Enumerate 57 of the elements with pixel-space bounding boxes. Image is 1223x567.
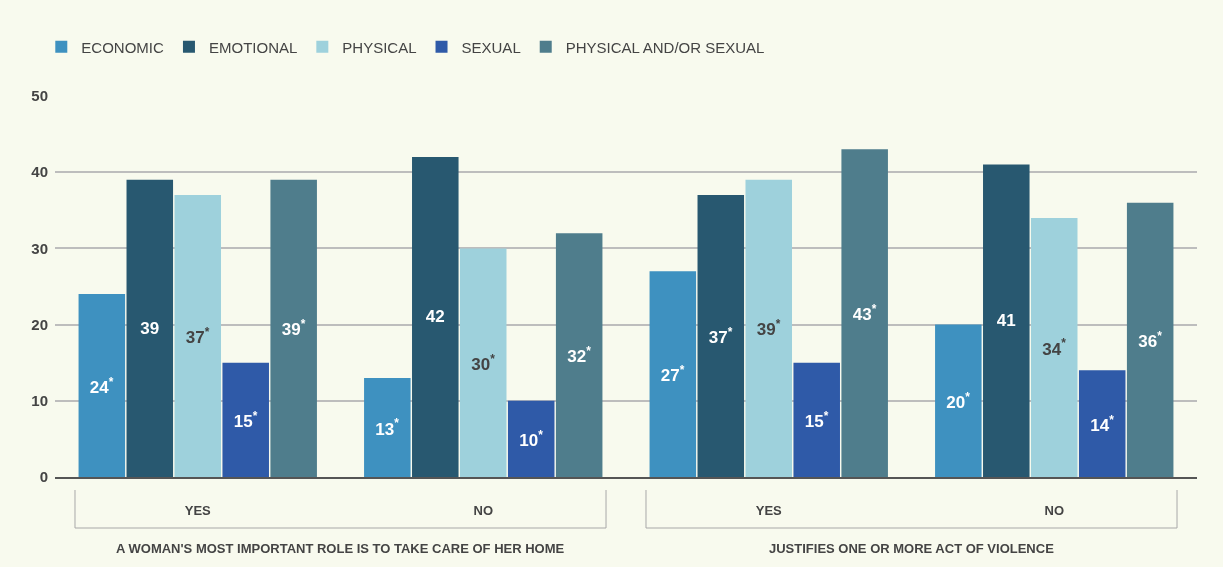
bar [364, 377, 411, 477]
data-label: 36$^{*}$ [1138, 328, 1163, 351]
data-label: 41 [996, 311, 1016, 331]
bar [745, 179, 793, 477]
data-label: 14$^{*}$ [1090, 412, 1115, 435]
legend-label: SEXUAL [461, 38, 521, 56]
bar [1078, 370, 1126, 477]
bar [935, 324, 982, 477]
bar [459, 248, 507, 477]
bar [507, 400, 555, 477]
data-label: 30$^{*}$ [471, 351, 496, 374]
bar [983, 164, 1030, 477]
data-label: 13$^{*}$ [375, 416, 400, 439]
data-label: 39 [140, 318, 160, 338]
data-label: 15$^{*}$ [233, 408, 258, 431]
bar [841, 149, 888, 477]
data-label: 15$^{*}$ [804, 408, 829, 431]
legend-label: PHYSICAL [342, 38, 417, 56]
y-tick-label: 40 [31, 163, 48, 181]
data-label: 27$^{*}$ [660, 363, 685, 386]
data-label: 39$^{*}$ [756, 317, 781, 340]
data-label: 42 [425, 307, 445, 327]
legend-label: PHYSICAL AND/OR SEXUAL [565, 38, 765, 56]
bar [174, 195, 222, 477]
y-tick-label: 50 [31, 87, 48, 105]
bar [78, 294, 126, 477]
bar [126, 179, 174, 477]
bar [412, 156, 459, 477]
data-label: 32$^{*}$ [567, 344, 592, 367]
bar [697, 195, 745, 477]
bar [1126, 202, 1174, 477]
text: JUSTIFIES ONE OR MORE ACT OF VIOLENCE [769, 541, 1055, 556]
data-label: 37$^{*}$ [708, 324, 733, 348]
data-label: 39$^{*}$ [281, 317, 306, 340]
y-tick-label: 10 [31, 392, 48, 410]
bar [793, 362, 840, 477]
bar [222, 362, 269, 477]
legend-label: EMOTIONAL [208, 38, 298, 56]
y-tick-label: 20 [31, 315, 48, 333]
bar [649, 271, 697, 477]
x-tick-label: YES [755, 502, 783, 518]
data-label: 37$^{*}$ [185, 324, 210, 348]
data-label: 34$^{*}$ [1042, 336, 1067, 359]
data-label: 20$^{*}$ [946, 389, 971, 412]
bar [1030, 217, 1078, 477]
x-tick-label: YES [184, 502, 212, 518]
text: A WOMAN'S MOST IMPORTANT ROLE IS TO TAKE CARE OF HER HOME [116, 541, 565, 556]
data-label: 24$^{*}$ [89, 374, 114, 397]
x-tick-label: NO [1044, 502, 1064, 518]
bar [270, 179, 317, 477]
bar [555, 233, 603, 477]
y-tick-label: 30 [31, 239, 48, 257]
data-label: 43$^{*}$ [852, 302, 877, 325]
legend-label: ECONOMIC [81, 38, 164, 56]
x-tick-label: NO [473, 502, 493, 518]
data-label: 10$^{*}$ [519, 427, 544, 450]
y-tick-label: 0 [39, 468, 48, 486]
